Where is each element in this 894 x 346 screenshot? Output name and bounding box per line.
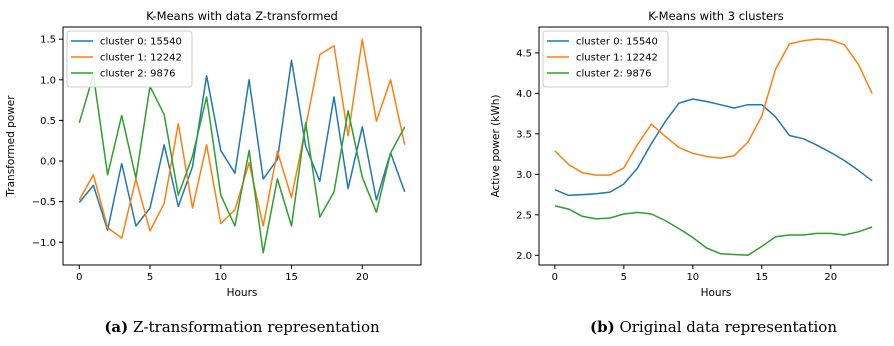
chart-b-legend-label-1: cluster 1: 12242 bbox=[576, 53, 658, 64]
chart-b-xtick-label: 10 bbox=[686, 272, 699, 283]
chart-b-ylabel: Active power (kWh) bbox=[490, 95, 502, 198]
chart-a-legend: cluster 0: 15540 cluster 1: 12242 cluster … bbox=[67, 31, 192, 87]
caption-a-text: Z-transformation representation bbox=[133, 318, 380, 336]
chart-b: K-Means with 3 clusters 0 5 10 15 20 2.0 2.5 3… bbox=[490, 9, 888, 299]
chart-b-ytick-label: 3.5 bbox=[516, 129, 532, 140]
caption-b: (b) Original data representation bbox=[539, 318, 888, 336]
chart-b-legend-label-0: cluster 0: 15540 bbox=[576, 37, 658, 48]
chart-b-xticks: 0 5 10 15 20 bbox=[552, 265, 837, 283]
chart-a: K-Means with data Z-transformed 0 5 10 15 20… bbox=[5, 9, 421, 299]
chart-b-legend: cluster 0: 15540 cluster 1: 12242 cluster … bbox=[543, 31, 668, 87]
chart-b-legend-label-2: cluster 2: 9876 bbox=[576, 69, 652, 80]
chart-a-legend-label-0: cluster 0: 15540 bbox=[100, 37, 182, 48]
chart-a-xtick-label: 5 bbox=[147, 272, 153, 283]
chart-a-xtick-label: 0 bbox=[76, 272, 82, 283]
chart-a-ytick-label: 1.5 bbox=[40, 35, 56, 46]
chart-a-title: K-Means with data Z-transformed bbox=[146, 9, 338, 23]
caption-a: (a) Z-transformation representation bbox=[63, 318, 421, 336]
chart-b-yticks: 2.0 2.5 3.0 3.5 4.0 4.5 bbox=[516, 48, 539, 261]
chart-b-series-2-line bbox=[555, 206, 872, 255]
chart-b-xtick-label: 5 bbox=[621, 272, 627, 283]
chart-a-legend-label-2: cluster 2: 9876 bbox=[100, 69, 176, 80]
chart-a-series-2-line bbox=[79, 75, 404, 253]
chart-b-ytick-label: 2.0 bbox=[516, 251, 532, 262]
chart-a-xlabel: Hours bbox=[227, 287, 258, 299]
chart-a-yticks: −1.0 −0.5 0.0 0.5 1.0 1.5 bbox=[32, 35, 63, 249]
chart-a-ylabel: Transformed power bbox=[5, 95, 17, 198]
chart-a-xtick-label: 15 bbox=[285, 272, 298, 283]
chart-b-series-0-line bbox=[555, 99, 872, 195]
chart-a-xtick-label: 10 bbox=[214, 272, 227, 283]
chart-b-xtick-label: 20 bbox=[824, 272, 837, 283]
caption-b-label: (b) bbox=[590, 318, 615, 336]
caption-a-label: (a) bbox=[104, 318, 128, 336]
chart-b-ytick-label: 2.5 bbox=[516, 210, 532, 221]
chart-a-ytick-label: 0.0 bbox=[40, 157, 56, 168]
chart-a-ytick-label: −1.0 bbox=[32, 238, 56, 249]
chart-b-ytick-label: 4.5 bbox=[516, 48, 532, 59]
chart-b-ytick-label: 3.0 bbox=[516, 170, 532, 181]
caption-b-text: Original data representation bbox=[619, 318, 837, 336]
chart-a-ytick-label: 0.5 bbox=[40, 116, 56, 127]
chart-a-ytick-label: 1.0 bbox=[40, 75, 56, 86]
chart-b-xlabel: Hours bbox=[701, 287, 732, 299]
chart-b-title: K-Means with 3 clusters bbox=[648, 9, 784, 23]
chart-a-legend-label-1: cluster 1: 12242 bbox=[100, 53, 182, 64]
chart-b-xtick-label: 0 bbox=[552, 272, 558, 283]
chart-a-xtick-label: 20 bbox=[356, 272, 369, 283]
chart-b-xtick-label: 15 bbox=[755, 272, 768, 283]
chart-a-ytick-label: −0.5 bbox=[32, 197, 56, 208]
chart-a-xticks: 0 5 10 15 20 bbox=[76, 265, 369, 283]
chart-b-ytick-label: 4.0 bbox=[516, 89, 532, 100]
